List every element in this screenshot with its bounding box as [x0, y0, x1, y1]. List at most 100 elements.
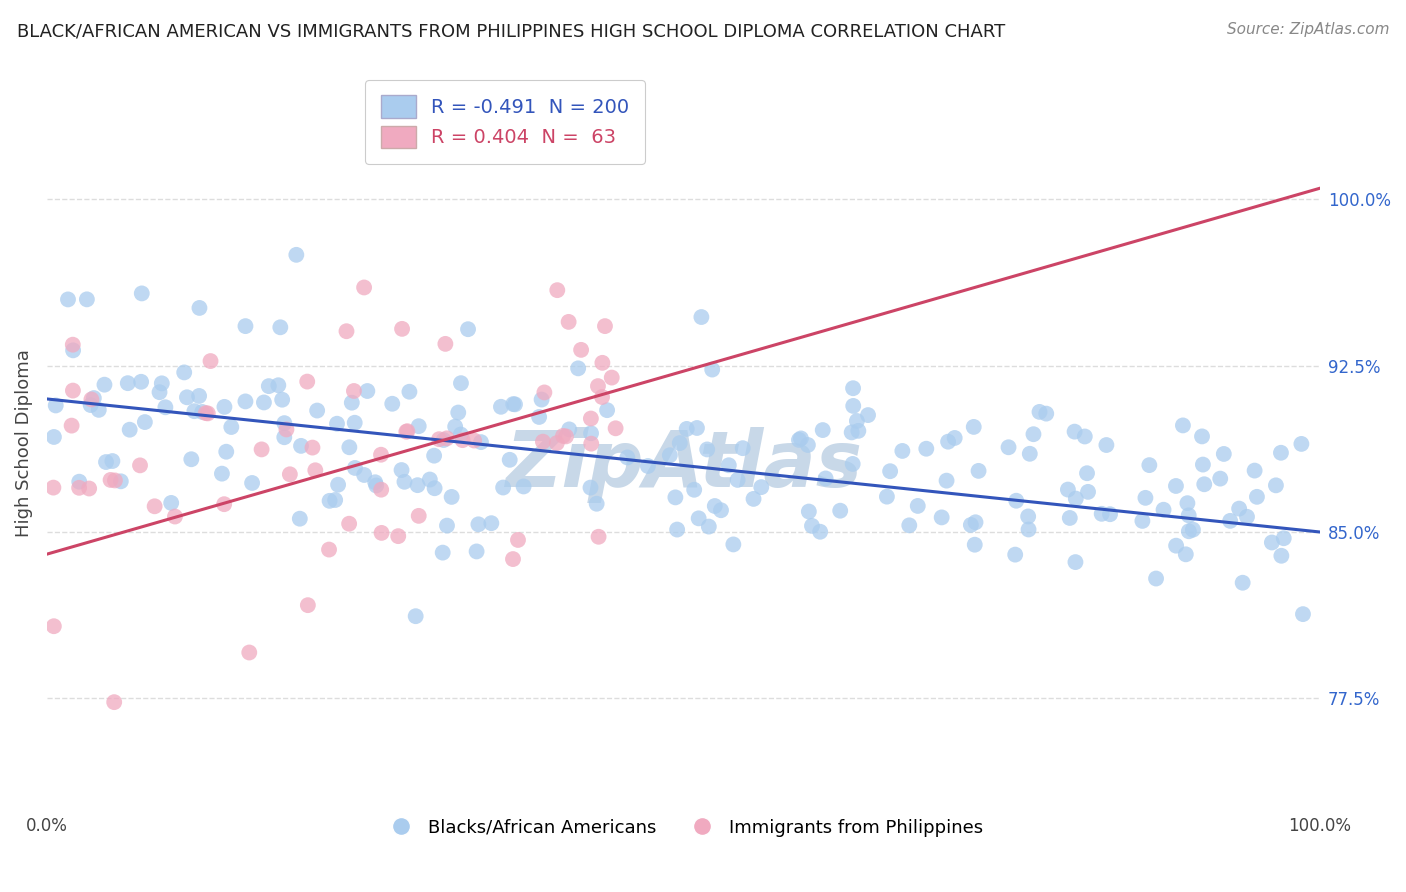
Point [212, 497, 235, 511]
Point [423, 449, 446, 463]
Point [76, 293, 98, 307]
Point [326, 477, 349, 491]
Point [253, 395, 276, 409]
Point [366, 478, 388, 492]
Y-axis label: High School Diploma: High School Diploma [15, 350, 32, 537]
Point [841, 457, 863, 471]
Point [697, 519, 720, 533]
Point [936, 434, 959, 449]
Point [891, 444, 914, 458]
Point [155, 401, 177, 415]
Point [148, 385, 170, 400]
Point [396, 424, 419, 438]
Point [742, 491, 765, 506]
Point [318, 493, 340, 508]
Point [391, 322, 413, 336]
Point [1005, 493, 1028, 508]
Point [110, 475, 132, 489]
Point [423, 481, 446, 495]
Point [1063, 425, 1085, 439]
Point [77, 482, 100, 496]
Point [447, 405, 470, 419]
Point [797, 438, 820, 452]
Point [285, 248, 308, 262]
Point [1232, 575, 1254, 590]
Point [830, 504, 852, 518]
Point [1246, 490, 1268, 504]
Point [118, 423, 141, 437]
Point [408, 508, 430, 523]
Point [1018, 523, 1040, 537]
Point [356, 384, 378, 398]
Point [337, 440, 360, 454]
Point [134, 415, 156, 429]
Point [586, 379, 609, 393]
Point [533, 385, 555, 400]
Point [1017, 509, 1039, 524]
Point [797, 504, 820, 518]
Point [370, 525, 392, 540]
Point [301, 441, 323, 455]
Point [1209, 472, 1232, 486]
Point [731, 441, 754, 455]
Point [1270, 446, 1292, 460]
Point [1212, 447, 1234, 461]
Point [42, 430, 65, 444]
Point [664, 491, 686, 505]
Point [1028, 405, 1050, 419]
Point [188, 389, 211, 403]
Point [56, 293, 79, 307]
Point [593, 319, 616, 334]
Point [1099, 507, 1122, 521]
Point [710, 503, 733, 517]
Point [531, 434, 554, 449]
Point [1178, 524, 1201, 539]
Point [1132, 514, 1154, 528]
Point [1077, 484, 1099, 499]
Point [221, 420, 243, 434]
Point [273, 416, 295, 430]
Point [569, 343, 592, 357]
Point [1144, 572, 1167, 586]
Point [398, 384, 420, 399]
Point [391, 463, 413, 477]
Point [457, 322, 479, 336]
Text: BLACK/AFRICAN AMERICAN VS IMMIGRANTS FROM PHILIPPINES HIGH SCHOOL DIPLOMA CORREL: BLACK/AFRICAN AMERICAN VS IMMIGRANTS FRO… [17, 22, 1005, 40]
Point [1137, 458, 1160, 472]
Point [546, 283, 568, 297]
Point [1192, 458, 1215, 472]
Point [907, 499, 929, 513]
Point [931, 510, 953, 524]
Point [465, 544, 488, 558]
Point [1018, 447, 1040, 461]
Point [183, 404, 205, 418]
Point [1171, 418, 1194, 433]
Point [1153, 502, 1175, 516]
Point [87, 402, 110, 417]
Point [101, 454, 124, 468]
Point [340, 395, 363, 409]
Point [440, 490, 463, 504]
Point [1091, 507, 1114, 521]
Point [1181, 523, 1204, 537]
Point [723, 537, 745, 551]
Point [408, 419, 430, 434]
Point [150, 376, 173, 391]
Point [180, 452, 202, 467]
Point [1292, 607, 1315, 621]
Point [214, 400, 236, 414]
Point [45, 399, 67, 413]
Point [304, 463, 326, 477]
Point [842, 399, 865, 413]
Point [845, 414, 868, 428]
Point [463, 434, 485, 448]
Point [702, 362, 724, 376]
Point [585, 497, 607, 511]
Text: ZipAtlas: ZipAtlas [505, 427, 862, 503]
Point [1164, 479, 1187, 493]
Point [935, 474, 957, 488]
Point [1227, 501, 1250, 516]
Point [600, 370, 623, 384]
Point [898, 518, 921, 533]
Point [191, 405, 214, 419]
